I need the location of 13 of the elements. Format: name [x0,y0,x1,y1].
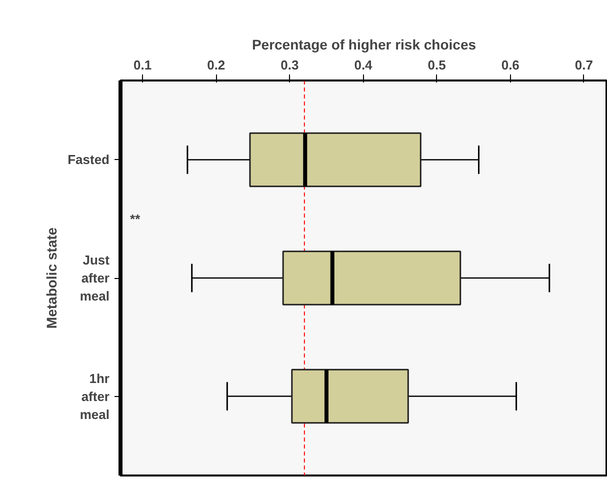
y-axis-title: Metabolic state [44,227,60,329]
annotation: ** [130,211,142,226]
x-tick-label: 0.7 [574,58,593,72]
x-tick-label: 0.5 [428,58,446,72]
x-tick-label: 0.2 [207,58,226,72]
x-axis-title: Percentage of higher risk choices [252,36,476,52]
y-tick-label: Just after meal [80,252,110,304]
y-tick-label: Fasted [68,152,110,168]
x-tick-label: 0.4 [354,58,374,72]
x-tick-label: 0.3 [280,58,299,72]
x-tick-label: 0.6 [501,58,520,72]
y-tick-label: 1hr after meal [80,370,110,422]
x-tick-label: 0.1 [134,58,152,72]
